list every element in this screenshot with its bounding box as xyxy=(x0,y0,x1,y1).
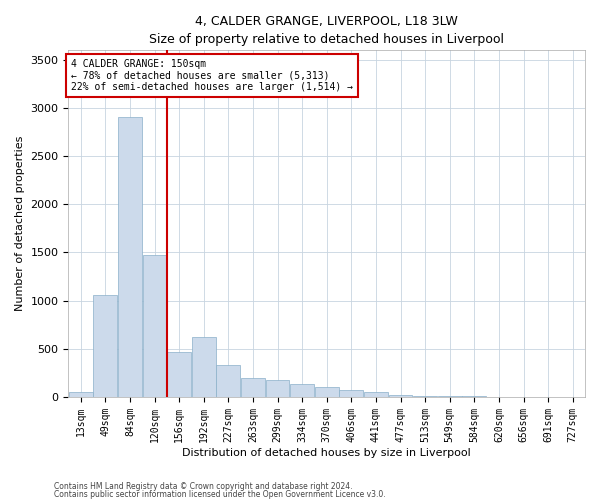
Bar xyxy=(69,392,92,397)
Text: Contains HM Land Registry data © Crown copyright and database right 2024.: Contains HM Land Registry data © Crown c… xyxy=(54,482,353,491)
Bar xyxy=(192,337,215,397)
Text: 4 CALDER GRANGE: 150sqm
← 78% of detached houses are smaller (5,313)
22% of semi: 4 CALDER GRANGE: 150sqm ← 78% of detache… xyxy=(71,58,353,92)
Bar xyxy=(315,388,338,397)
Bar xyxy=(340,390,363,397)
Bar xyxy=(118,118,142,397)
Bar xyxy=(413,396,437,397)
Bar xyxy=(266,380,289,397)
Title: 4, CALDER GRANGE, LIVERPOOL, L18 3LW
Size of property relative to detached house: 4, CALDER GRANGE, LIVERPOOL, L18 3LW Siz… xyxy=(149,15,504,46)
Bar xyxy=(167,352,191,397)
Bar xyxy=(217,365,240,397)
X-axis label: Distribution of detached houses by size in Liverpool: Distribution of detached houses by size … xyxy=(182,448,471,458)
Bar xyxy=(438,396,461,397)
Y-axis label: Number of detached properties: Number of detached properties xyxy=(15,136,25,311)
Bar xyxy=(241,378,265,397)
Text: Contains public sector information licensed under the Open Government Licence v3: Contains public sector information licen… xyxy=(54,490,386,499)
Bar xyxy=(94,295,117,397)
Bar xyxy=(389,395,412,397)
Bar xyxy=(290,384,314,397)
Bar xyxy=(364,392,388,397)
Bar xyxy=(143,256,166,397)
